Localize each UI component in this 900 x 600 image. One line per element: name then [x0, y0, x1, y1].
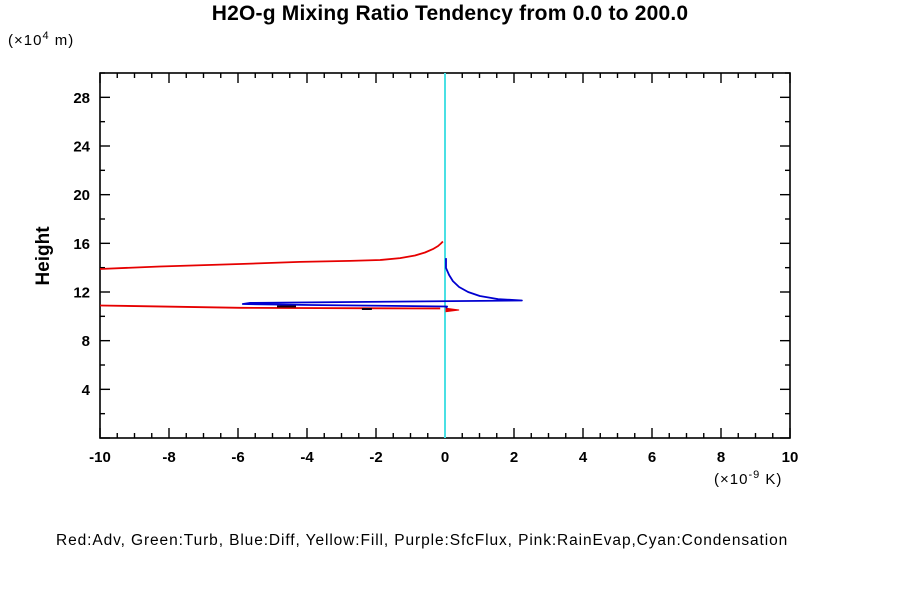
x-tick-label: 8 — [717, 449, 725, 466]
diff-curve — [241, 258, 523, 309]
y-axis-unit-label: (×104 m) — [8, 30, 74, 49]
x-unit-exponent: -9 — [748, 469, 761, 481]
x-tick-label: 10 — [782, 449, 799, 466]
x-tick-label: 6 — [648, 449, 656, 466]
adv-lower-line — [99, 304, 441, 310]
x-tick-label: -4 — [300, 449, 314, 466]
x-axis-unit-label: (×10-9 K) — [714, 469, 782, 488]
y-tick-label: 12 — [73, 285, 90, 302]
y-tick-label: 24 — [73, 139, 90, 156]
x-unit-prefix: (×10 — [714, 471, 749, 488]
x-tick-label: -6 — [231, 449, 244, 466]
x-tick-label: 2 — [510, 449, 518, 466]
y-tick-label: 8 — [82, 333, 90, 350]
legend-caption: Red:Adv, Green:Turb, Blue:Diff, Yellow:F… — [56, 532, 789, 549]
adv-lower-arrow — [445, 307, 460, 313]
x-tick-label: 0 — [441, 449, 449, 466]
y-tick-label: 16 — [73, 236, 90, 253]
y-tick-label: 28 — [73, 90, 90, 107]
adv-upper-curve — [99, 240, 444, 270]
x-tick-label: -8 — [162, 449, 175, 466]
y-unit-exponent: 4 — [42, 30, 50, 42]
x-tick-label: 4 — [579, 449, 588, 466]
y-tick-label: 20 — [73, 187, 90, 204]
x-tick-label: -10 — [89, 449, 111, 466]
x-tick-label: -2 — [369, 449, 382, 466]
y-unit-prefix: (×10 — [8, 32, 43, 49]
chart-title: H2O-g Mixing Ratio Tendency from 0.0 to … — [211, 2, 689, 25]
x-unit-suffix: K) — [760, 471, 783, 488]
y-unit-suffix: m) — [49, 32, 75, 49]
y-tick-label: 4 — [82, 382, 91, 399]
